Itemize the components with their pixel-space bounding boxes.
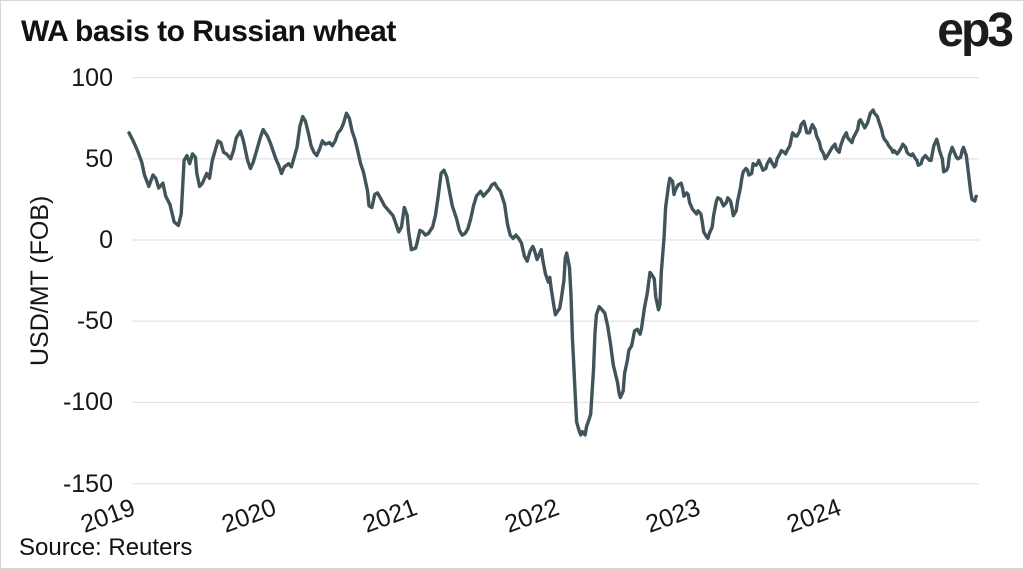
y-tick-label: 100: [71, 63, 113, 92]
y-tick-label: 0: [99, 226, 113, 254]
y-tick-label: -50: [76, 307, 113, 336]
y-tick-label: -100: [62, 388, 113, 417]
source-note: Source: Reuters: [19, 534, 193, 561]
y-tick-label: -150: [62, 469, 113, 498]
y-tick-label: 50: [85, 144, 113, 173]
page-title: WA basis to Russian wheat: [21, 15, 396, 48]
ep3-logo: ep3: [937, 4, 1014, 57]
data-series-line: [127, 108, 978, 437]
